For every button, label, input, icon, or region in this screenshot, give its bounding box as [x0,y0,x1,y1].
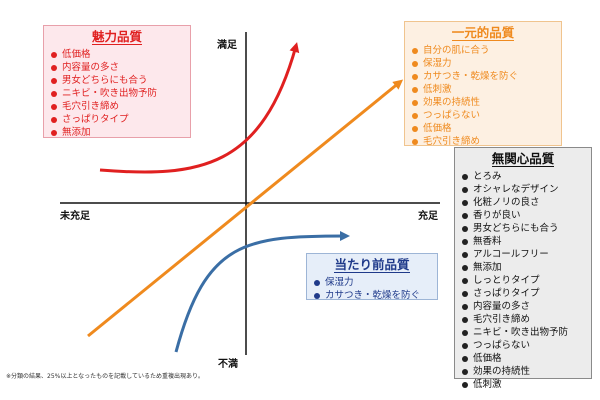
must-be-quality-curve [174,231,350,353]
list-item: 自分の肌に合う [411,44,555,57]
list-item: つっぱらない [411,109,555,122]
list-item: カサつき・乾燥を防ぐ [411,70,555,83]
attractive-quality-list: 低価格 内容量の多さ 男女どちらにも合う ニキビ・吹き出物予防 毛穴引き締め さ… [50,48,184,139]
list-item: 低価格 [411,122,555,135]
list-item: さっぱりタイプ [50,113,184,126]
list-item: オシャレなデザイン [461,183,585,196]
attractive-quality-box: 魅力品質 低価格 内容量の多さ 男女どちらにも合う ニキビ・吹き出物予防 毛穴引… [43,25,191,138]
list-item: つっぱらない [461,339,585,352]
list-item: とろみ [461,170,585,183]
one-dimensional-quality-list: 自分の肌に合う 保湿力 カサつき・乾燥を防ぐ 低刺激 効果の持続性 つっぱらない… [411,44,555,148]
must-be-quality-title: 当たり前品質 [334,257,410,273]
list-item: 保湿力 [313,276,431,289]
attractive-quality-title: 魅力品質 [91,29,142,45]
axis-label-dissatisfied: 不満 [218,359,238,370]
list-item: 男女どちらにも合う [50,74,184,87]
list-item: ニキビ・吹き出物予防 [461,326,585,339]
list-item: 効果の持続性 [461,365,585,378]
list-item: 低価格 [461,352,585,365]
list-item: さっぱりタイプ [461,287,585,300]
axis-label-satisfied: 満足 [217,40,237,51]
list-item: 無香料 [461,235,585,248]
axis-label-fulfilled: 充足 [418,211,438,222]
list-item: アルコールフリー [461,248,585,261]
indifferent-quality-box: 無関心品質 とろみ オシャレなデザイン 化粧ノリの良さ 香りが良い 男女どちらに… [454,147,592,390]
list-item: カサつき・乾燥を防ぐ [313,289,431,302]
one-dimensional-quality-box: 一元的品質 自分の肌に合う 保湿力 カサつき・乾燥を防ぐ 低刺激 効果の持続性 … [404,21,562,148]
list-item: 毛穴引き締め [461,313,585,326]
list-item: 低刺激 [461,378,585,391]
indifferent-quality-list: とろみ オシャレなデザイン 化粧ノリの良さ 香りが良い 男女どちらにも合う 無香… [461,170,585,391]
list-item: しっとりタイプ [461,274,585,287]
one-dimensional-quality-line [87,79,404,338]
list-item: 毛穴引き締め [411,135,555,148]
list-item: 内容量の多さ [50,61,184,74]
footnote: ※分類の結果、25%以上となったものを記載しているため重複出現あり。 [6,373,204,380]
list-item: 毛穴引き締め [50,100,184,113]
list-item: 無添加 [50,126,184,139]
list-item: 効果の持続性 [411,96,555,109]
must-be-quality-list: 保湿力 カサつき・乾燥を防ぐ [313,276,431,302]
list-item: 保湿力 [411,57,555,70]
list-item: 男女どちらにも合う [461,222,585,235]
axis-label-unfulfilled: 未充足 [60,211,90,222]
list-item: 内容量の多さ [461,300,585,313]
attractive-quality-curve [99,42,300,174]
indifferent-quality-title: 無関心品質 [491,151,555,167]
list-item: 無添加 [461,261,585,274]
list-item: 香りが良い [461,209,585,222]
list-item: 低価格 [50,48,184,61]
must-be-quality-box: 当たり前品質 保湿力 カサつき・乾燥を防ぐ [306,253,438,302]
list-item: ニキビ・吹き出物予防 [50,87,184,100]
one-dimensional-quality-title: 一元的品質 [451,25,515,41]
list-item: 低刺激 [411,83,555,96]
list-item: 化粧ノリの良さ [461,196,585,209]
